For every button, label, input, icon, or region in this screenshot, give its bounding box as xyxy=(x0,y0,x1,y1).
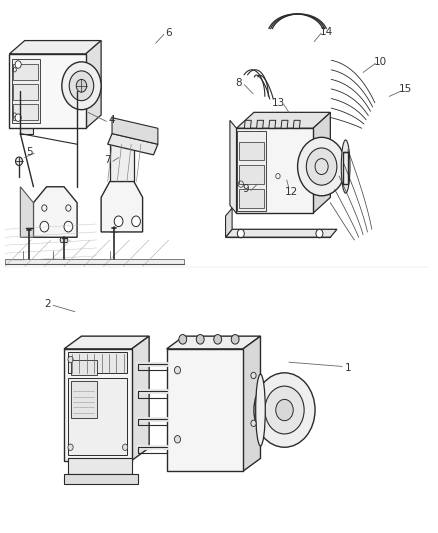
Bar xyxy=(68,378,127,455)
Circle shape xyxy=(174,367,180,374)
Circle shape xyxy=(68,444,73,450)
Bar xyxy=(239,142,264,160)
Circle shape xyxy=(69,71,94,101)
Polygon shape xyxy=(20,91,33,134)
Text: 5: 5 xyxy=(26,147,32,157)
Circle shape xyxy=(265,386,304,434)
Polygon shape xyxy=(237,112,330,128)
Polygon shape xyxy=(64,336,149,349)
Circle shape xyxy=(25,228,32,236)
Ellipse shape xyxy=(136,364,141,370)
Circle shape xyxy=(15,157,22,165)
Bar xyxy=(237,131,266,211)
Circle shape xyxy=(114,216,123,227)
Polygon shape xyxy=(293,120,300,128)
Polygon shape xyxy=(230,120,237,213)
Circle shape xyxy=(15,61,21,68)
Polygon shape xyxy=(25,229,33,235)
Circle shape xyxy=(251,372,256,378)
Circle shape xyxy=(237,229,244,238)
Text: 7: 7 xyxy=(104,155,111,165)
Polygon shape xyxy=(60,237,68,243)
Text: 13: 13 xyxy=(271,98,285,108)
Circle shape xyxy=(297,138,346,196)
Circle shape xyxy=(316,229,323,238)
Polygon shape xyxy=(110,227,118,232)
Bar xyxy=(239,165,264,184)
Polygon shape xyxy=(269,120,276,128)
Circle shape xyxy=(76,79,87,92)
Circle shape xyxy=(179,335,187,344)
Circle shape xyxy=(174,435,180,443)
Text: 14: 14 xyxy=(319,27,332,37)
Bar xyxy=(239,189,264,208)
Bar xyxy=(343,152,348,183)
Polygon shape xyxy=(281,120,288,128)
Polygon shape xyxy=(237,128,313,213)
Text: 8: 8 xyxy=(235,78,242,88)
Text: 10: 10 xyxy=(374,57,387,67)
Polygon shape xyxy=(5,259,184,264)
Circle shape xyxy=(231,335,239,344)
Text: 2: 2 xyxy=(45,298,51,309)
Polygon shape xyxy=(112,118,158,144)
Polygon shape xyxy=(257,120,264,128)
Polygon shape xyxy=(101,181,143,232)
Ellipse shape xyxy=(256,374,265,446)
Text: 15: 15 xyxy=(399,84,413,94)
Polygon shape xyxy=(243,336,261,471)
Circle shape xyxy=(254,373,315,447)
Circle shape xyxy=(214,335,222,344)
Circle shape xyxy=(196,335,204,344)
Polygon shape xyxy=(244,120,251,128)
Polygon shape xyxy=(86,41,101,128)
Text: 4: 4 xyxy=(109,115,115,125)
Bar xyxy=(13,64,38,80)
Text: 9: 9 xyxy=(242,184,248,195)
Bar xyxy=(68,352,127,373)
Polygon shape xyxy=(166,349,243,471)
Circle shape xyxy=(64,221,73,232)
Circle shape xyxy=(132,216,141,227)
Circle shape xyxy=(306,148,337,185)
Bar xyxy=(71,360,97,375)
Ellipse shape xyxy=(136,447,141,454)
Text: 12: 12 xyxy=(284,187,298,197)
Polygon shape xyxy=(226,208,232,237)
Circle shape xyxy=(251,420,256,426)
Polygon shape xyxy=(64,474,138,484)
Circle shape xyxy=(62,62,101,110)
Polygon shape xyxy=(20,187,33,237)
Polygon shape xyxy=(10,41,101,54)
Ellipse shape xyxy=(341,140,350,193)
Bar xyxy=(13,84,38,100)
Ellipse shape xyxy=(136,419,141,426)
Circle shape xyxy=(40,221,49,232)
Polygon shape xyxy=(33,187,77,237)
Ellipse shape xyxy=(136,391,141,398)
Text: 1: 1 xyxy=(345,362,351,373)
Bar xyxy=(71,381,97,418)
Circle shape xyxy=(123,444,128,450)
Polygon shape xyxy=(110,144,134,181)
Bar xyxy=(12,59,40,123)
Polygon shape xyxy=(132,336,149,461)
Polygon shape xyxy=(313,112,330,213)
Polygon shape xyxy=(166,336,261,349)
Polygon shape xyxy=(10,54,86,128)
Circle shape xyxy=(276,399,293,421)
Circle shape xyxy=(15,114,21,122)
Bar xyxy=(68,458,132,474)
Bar xyxy=(13,104,38,120)
Polygon shape xyxy=(64,349,132,461)
Polygon shape xyxy=(108,134,158,155)
Circle shape xyxy=(68,357,73,363)
Text: 6: 6 xyxy=(166,28,172,38)
Polygon shape xyxy=(226,229,337,237)
